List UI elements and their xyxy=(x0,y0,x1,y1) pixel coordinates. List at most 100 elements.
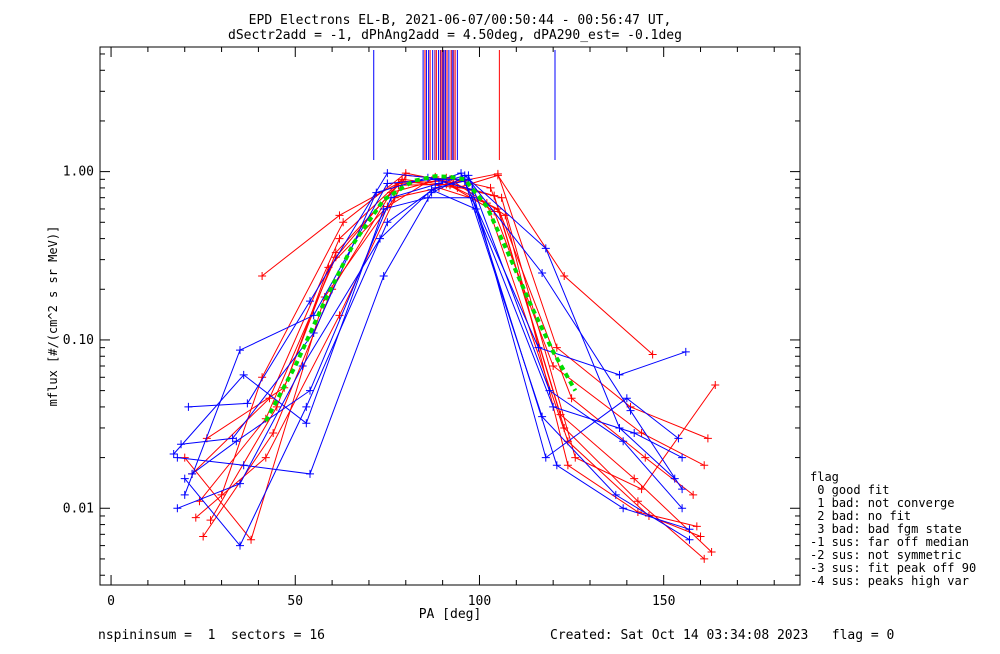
series-11-point-8 xyxy=(674,434,683,443)
series-1-point-7 xyxy=(633,497,642,506)
series-9-point-3 xyxy=(379,271,388,280)
series-8-point-1 xyxy=(261,453,270,462)
series-14-point-7 xyxy=(615,423,624,432)
legend-item-3: 3 bad: bad fgm state xyxy=(810,522,962,536)
series-1-point-2 xyxy=(335,234,344,243)
series-13-point-0 xyxy=(173,504,182,513)
series-line-13 xyxy=(177,189,683,509)
x-tick-label-2: 100 xyxy=(468,594,491,609)
series-15-point-0 xyxy=(169,450,178,459)
series-11-point-7 xyxy=(622,394,631,403)
series-0-point-8 xyxy=(707,547,716,556)
series-8-point-0 xyxy=(191,513,200,522)
series-line-11 xyxy=(181,177,679,459)
series-8-point-2 xyxy=(335,311,344,320)
series-11-point-0 xyxy=(177,440,186,449)
series-14-point-6 xyxy=(541,244,550,253)
y-axis-label: mflux [#/(cm^2 s sr MeV)] xyxy=(46,226,60,407)
series-5-point-7 xyxy=(637,485,646,494)
series-14-point-1 xyxy=(232,437,241,446)
series-13-point-1 xyxy=(236,479,244,488)
series-12-point-8 xyxy=(681,347,690,356)
y-tick-label-1: 0.10 xyxy=(63,333,94,348)
series-5-point-8 xyxy=(711,380,720,389)
series-14-point-2 xyxy=(306,386,314,395)
median-fit-curve xyxy=(264,174,578,422)
series-13-point-3 xyxy=(376,234,384,243)
series-12-point-2 xyxy=(306,297,314,306)
footer-right-info: Created: Sat Oct 14 03:34:08 2023 flag =… xyxy=(550,628,894,643)
series-10-point-0 xyxy=(180,474,189,483)
plot-frame xyxy=(99,46,801,586)
series-line-3 xyxy=(221,172,709,496)
series-14-point-4 xyxy=(434,179,443,188)
series-7-point-6 xyxy=(549,362,558,371)
series-12-point-7 xyxy=(615,370,624,379)
series-11-point-3 xyxy=(372,188,381,197)
series-0-point-7 xyxy=(630,474,639,483)
series-6-point-0 xyxy=(258,271,267,280)
plot-title-line1: EPD Electrons EL-B, 2021-06-07/00:50:44 … xyxy=(249,13,672,28)
series-16-point-3 xyxy=(383,179,392,188)
series-line-12 xyxy=(188,172,686,408)
series-2-point-1 xyxy=(269,428,278,437)
series-13-point-8 xyxy=(678,453,687,462)
series-4-point-8 xyxy=(696,532,705,541)
series-15-point-7 xyxy=(619,504,628,513)
series-line-15 xyxy=(173,197,690,530)
series-15-point-4 xyxy=(423,193,432,202)
series-2-point-8 xyxy=(689,490,698,499)
series-3-point-6 xyxy=(552,343,561,352)
series-1-point-8 xyxy=(700,554,709,563)
series-1-point-1 xyxy=(265,394,274,403)
series-12-point-1 xyxy=(243,399,252,408)
series-8-point-8 xyxy=(692,522,701,531)
series-11-point-2 xyxy=(309,328,318,337)
series-9-point-7 xyxy=(619,437,628,446)
series-12-point-3 xyxy=(383,169,392,178)
series-10-point-7 xyxy=(611,490,620,499)
series-10-point-2 xyxy=(302,402,311,411)
legend-item-6: -3 sus: fit peak off 90 xyxy=(810,561,976,575)
series-15-point-8 xyxy=(685,525,694,534)
x-axis-label: PA [deg] xyxy=(419,607,482,622)
series-7-point-8 xyxy=(700,461,709,470)
series-2-point-6 xyxy=(567,394,576,403)
plot-title-line2: dSectr2add = -1, dPhAng2add = 4.50deg, d… xyxy=(228,28,682,43)
series-6-point-1 xyxy=(335,211,344,220)
x-tick-label-3: 150 xyxy=(652,594,675,609)
series-13-point-2 xyxy=(298,362,307,371)
series-15-point-5 xyxy=(468,193,477,202)
series-6-point-4 xyxy=(493,171,502,180)
flag-legend: flag 0 good fit 1 bad: not converge 2 ba… xyxy=(810,470,976,588)
x-tick-label-0: 0 xyxy=(107,594,115,609)
series-9-point-2 xyxy=(306,469,314,478)
legend-item-1: 1 bad: not converge xyxy=(810,496,955,510)
series-0-point-0 xyxy=(195,497,204,506)
series-3-point-8 xyxy=(703,434,712,443)
series-line-10 xyxy=(184,180,690,547)
legend-item-5: -2 sus: not symmetric xyxy=(810,548,962,562)
series-5-point-5 xyxy=(497,193,506,202)
series-6-point-6 xyxy=(648,350,657,359)
series-8-point-5 xyxy=(501,211,510,220)
footer-left-info: nspininsum = 1 sectors = 16 xyxy=(98,628,325,643)
series-4-point-0 xyxy=(180,453,189,462)
series-16-point-6 xyxy=(538,268,547,277)
series-9-point-0 xyxy=(173,453,182,462)
series-13-point-7 xyxy=(630,428,639,437)
series-15-point-2 xyxy=(302,419,311,428)
series-9-point-8 xyxy=(678,504,687,513)
series-13-point-4 xyxy=(427,185,436,194)
series-16-point-7 xyxy=(626,406,635,415)
series-5-point-2 xyxy=(331,248,340,257)
legend-title: flag xyxy=(810,470,839,484)
series-12-point-6 xyxy=(534,343,543,352)
series-13-point-6 xyxy=(549,402,558,411)
series-9-point-1 xyxy=(239,461,248,470)
series-line-14 xyxy=(191,174,676,479)
data-layer xyxy=(169,50,720,563)
series-7-point-7 xyxy=(637,428,646,437)
series-10-point-8 xyxy=(685,535,694,544)
